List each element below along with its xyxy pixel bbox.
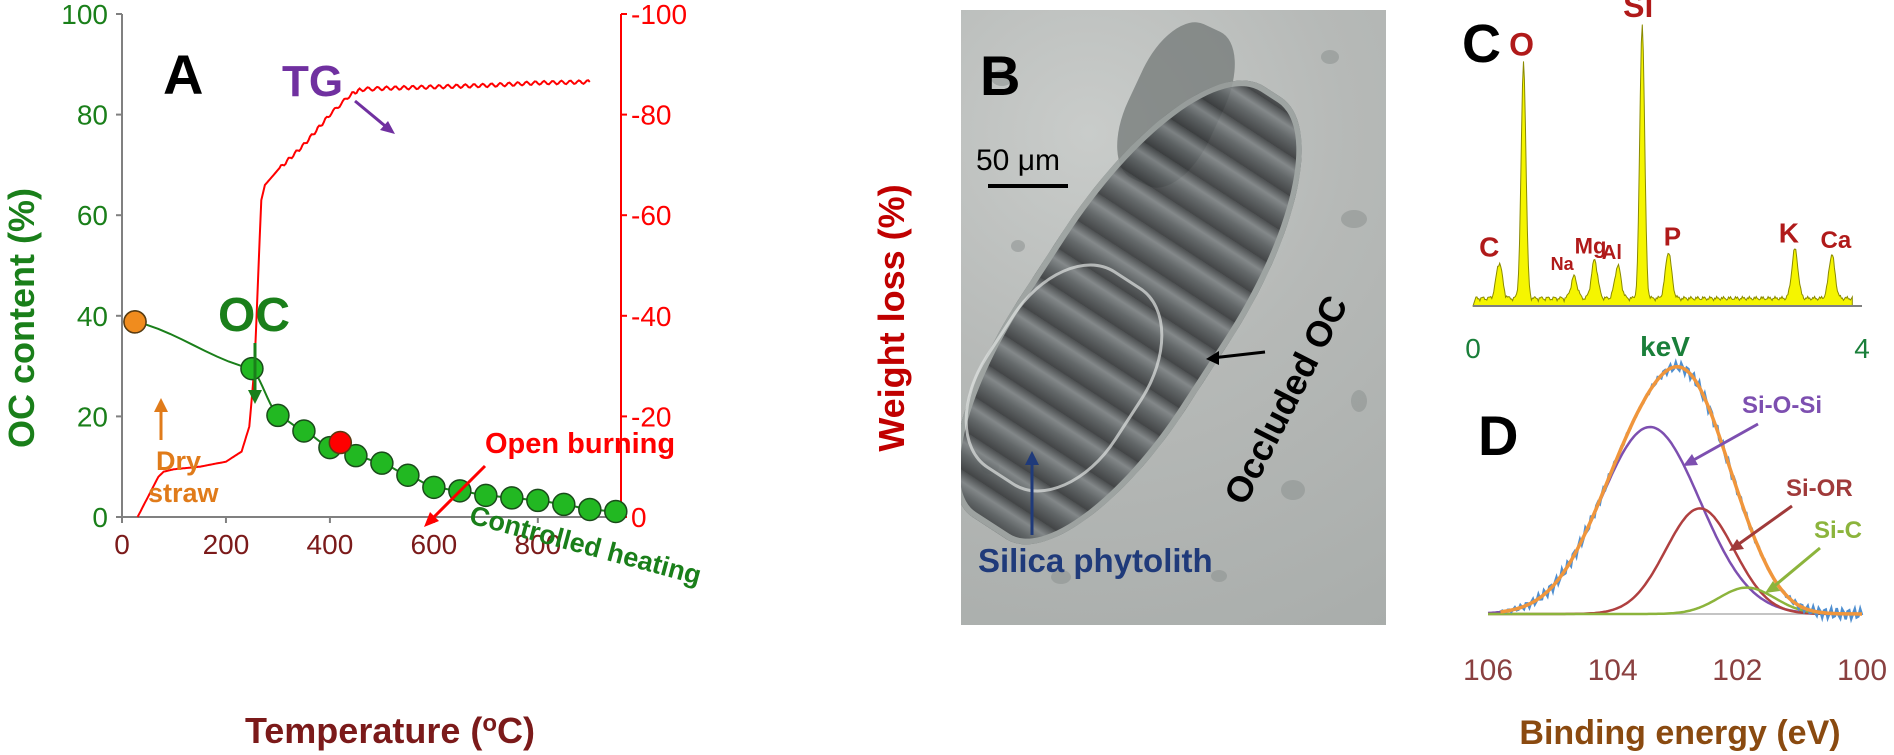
dry-straw-label-line1: Dry bbox=[156, 446, 201, 476]
panel-b: B 50 μm Occluded OC Silica phytolith bbox=[976, 44, 1356, 579]
peak-label: O bbox=[1509, 27, 1534, 63]
si-or-arrow-head bbox=[1729, 539, 1744, 551]
panel-d-label: D bbox=[1478, 404, 1518, 467]
tg-curve bbox=[136, 79, 591, 518]
panel-d-tick-label: 104 bbox=[1588, 654, 1638, 687]
panel-a-ticks: 0 20 40 60 80 100 0 -20 -40 -60 -80 -100 0 200 400 600 8… bbox=[61, 0, 687, 560]
highlight-point bbox=[328, 430, 353, 455]
y-right-tick-label: -100 bbox=[631, 0, 687, 30]
si-or-arrow bbox=[1735, 504, 1793, 548]
panel-d-tick-label: 100 bbox=[1837, 654, 1887, 687]
oc-data-point bbox=[604, 499, 628, 524]
panel-c-label: C bbox=[1462, 14, 1501, 74]
peak-label: K bbox=[1779, 218, 1799, 249]
si-o-si-arrow-head bbox=[1683, 454, 1698, 466]
x-tick-label: 200 bbox=[203, 529, 250, 560]
component-curve bbox=[1487, 425, 1862, 616]
panel-c-tick-0: 0 bbox=[1465, 333, 1481, 364]
y-left-tick-label: 0 bbox=[92, 502, 108, 533]
y-right-axis-label: Weight loss (%) bbox=[871, 184, 912, 451]
y-left-tick-label: 100 bbox=[61, 0, 108, 30]
x-axis-label: Temperature (oC) bbox=[245, 710, 535, 751]
tg-arrow-head bbox=[380, 121, 395, 134]
silica-phytolith-label: Silica phytolith bbox=[978, 542, 1213, 579]
peak-label: P bbox=[1664, 221, 1681, 251]
panel-a: 0 20 40 60 80 100 0 -20 -40 -60 -80 -100 0 200 400 600 8… bbox=[1, 0, 912, 751]
panel-a-label: A bbox=[163, 43, 203, 106]
open-burning-arrow-line bbox=[428, 464, 487, 523]
open-burning-arrow-head bbox=[424, 512, 439, 527]
oc-data-point bbox=[292, 419, 316, 443]
x-tick-label: 600 bbox=[411, 529, 458, 560]
y-right-tick-label: -60 bbox=[631, 200, 671, 231]
occluded-arrow-line bbox=[1211, 350, 1266, 360]
oc-arrow-head bbox=[248, 390, 262, 404]
oc-annotation: OC bbox=[218, 289, 290, 342]
oc-data-point bbox=[500, 486, 524, 510]
dry-straw-arrow-head bbox=[154, 398, 168, 412]
y-left-tick-label: 60 bbox=[77, 200, 108, 231]
occluded-oc-label: Occluded OC bbox=[1216, 289, 1356, 511]
panel-d-tick-label: 102 bbox=[1712, 654, 1762, 687]
tg-arrow-line bbox=[354, 99, 391, 132]
si-c-label: Si-C bbox=[1814, 517, 1862, 544]
panel-d-tick-label: 106 bbox=[1463, 654, 1513, 687]
oc-data-point bbox=[370, 451, 394, 475]
si-c-arrow-head bbox=[1765, 581, 1780, 593]
si-or-label: Si-OR bbox=[1786, 475, 1853, 502]
peak-label: Mg bbox=[1575, 234, 1607, 259]
panel-b-label: B bbox=[980, 44, 1020, 107]
si-o-si-arrow bbox=[1689, 422, 1759, 464]
y-left-tick-label: 20 bbox=[77, 401, 108, 432]
oc-data-point bbox=[240, 356, 264, 381]
oc-data-point bbox=[266, 403, 290, 428]
component-curve bbox=[1488, 586, 1862, 616]
dry-straw-label-line2: straw bbox=[148, 478, 220, 508]
oc-data-point bbox=[396, 463, 420, 488]
panel-d-curves bbox=[1487, 358, 1864, 624]
scale-bar-label: 50 μm bbox=[976, 144, 1060, 177]
peak-label: Si bbox=[1623, 0, 1653, 24]
tg-annotation: TG bbox=[282, 57, 343, 106]
highlight-point bbox=[123, 310, 147, 334]
y-right-tick-label: -80 bbox=[631, 100, 671, 131]
panel-d-ticks: 106 104 102 100 bbox=[1463, 654, 1887, 687]
panel-c-tick-4: 4 bbox=[1854, 333, 1870, 364]
panel-c-x-label: keV bbox=[1640, 331, 1690, 362]
oc-data-point bbox=[578, 497, 602, 522]
panel-d-x-label: Binding energy (eV) bbox=[1519, 714, 1840, 752]
oc-data-point bbox=[526, 488, 550, 513]
oc-data-point bbox=[344, 443, 368, 468]
oc-fit-curve bbox=[134, 320, 616, 513]
y-left-tick-label: 80 bbox=[77, 100, 108, 131]
oc-data-point bbox=[552, 492, 576, 517]
open-burning-label: Open burning bbox=[485, 428, 675, 460]
peak-label: Al bbox=[1602, 242, 1622, 264]
oc-data-point bbox=[474, 483, 498, 508]
x-tick-label: 400 bbox=[307, 529, 354, 560]
peak-label: Na bbox=[1551, 254, 1575, 274]
panel-d: D Si-O-Si Si-OR Si-C 106 104 102 100 Bindin… bbox=[1463, 358, 1887, 752]
oc-data-point bbox=[422, 475, 446, 500]
eds-spectrum bbox=[1472, 24, 1853, 307]
si-o-si-label: Si-O-Si bbox=[1742, 392, 1822, 419]
y-right-tick-label: 0 bbox=[631, 502, 647, 533]
panel-a-series bbox=[123, 79, 628, 524]
y-left-tick-label: 40 bbox=[77, 301, 108, 332]
peak-label: Ca bbox=[1821, 227, 1852, 254]
x-tick-label: 0 bbox=[114, 529, 130, 560]
y-left-axis-label: OC content (%) bbox=[1, 188, 42, 448]
y-right-tick-label: -40 bbox=[631, 301, 671, 332]
peak-label: C bbox=[1479, 231, 1499, 262]
occluded-arrow-head bbox=[1206, 351, 1219, 365]
y-right-tick-label: -20 bbox=[631, 401, 671, 432]
phytolith-arrow-head bbox=[1025, 451, 1039, 465]
x-tick-label: 800 bbox=[514, 529, 561, 560]
si-c-arrow bbox=[1771, 546, 1821, 590]
envelope-curve bbox=[1500, 365, 1862, 616]
